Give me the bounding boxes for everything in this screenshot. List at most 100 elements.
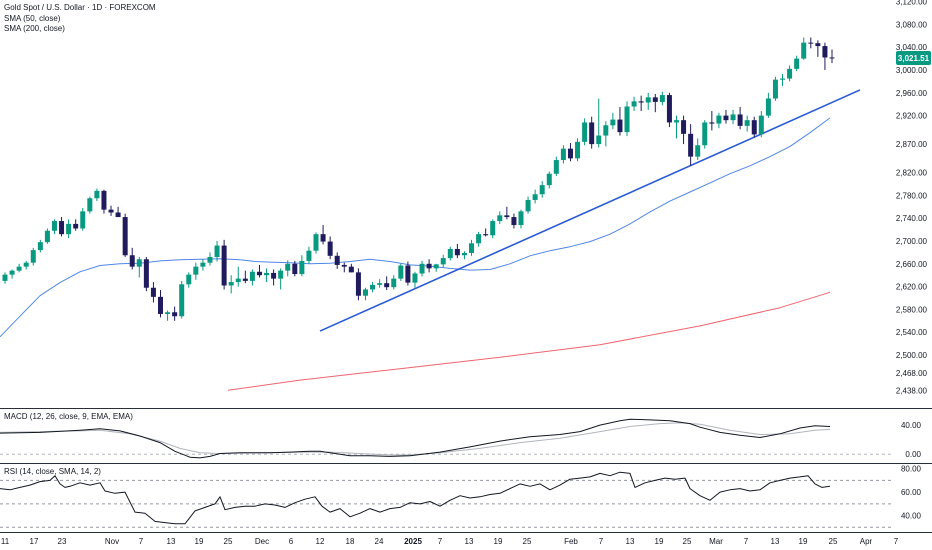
price-tick-label: 2,438.00 (896, 386, 928, 395)
candle-body (23, 262, 29, 267)
time-tick-label: 18 (346, 537, 355, 546)
candle (751, 116, 757, 138)
candle-body (362, 289, 368, 296)
candle (23, 260, 29, 270)
candle (560, 145, 566, 164)
candle (659, 91, 665, 106)
candle-body (751, 120, 757, 135)
candle (702, 120, 708, 149)
macd-tick-label: 40.00 (901, 421, 922, 430)
macd-label[interactable]: MACD (12, 26, close, 9, EMA, EMA) (4, 412, 133, 421)
candle-body (136, 259, 142, 267)
time-tick-label: 12 (316, 537, 325, 546)
candle-body (158, 296, 164, 314)
candle-body (794, 58, 800, 69)
candle (610, 112, 616, 130)
candle-body (787, 68, 793, 79)
candle-body (511, 217, 517, 226)
candle-body (617, 119, 623, 133)
candle (292, 260, 298, 277)
time-tick-label: 7 (438, 537, 443, 546)
candle-body (567, 148, 573, 159)
candle (214, 241, 220, 262)
price-tick-label: 2,468.00 (896, 369, 928, 378)
candle (433, 263, 439, 272)
candle-body (327, 241, 333, 256)
candle-body (730, 114, 736, 121)
candle-body (469, 243, 475, 253)
candle-body (355, 272, 361, 296)
time-tick-label: 17 (30, 537, 39, 546)
candle-body (377, 283, 383, 285)
candle (518, 209, 524, 229)
time-tick-label: Dec (255, 537, 269, 546)
candle (652, 93, 658, 113)
candle (490, 219, 496, 239)
candle (780, 73, 786, 86)
candle (483, 228, 489, 237)
chart-legend: Gold Spot / U.S. Dollar · 1D · FOREXCOM … (4, 3, 156, 35)
candle (51, 219, 57, 235)
candle-body (539, 185, 545, 195)
candle-body (129, 255, 135, 267)
candle-body (645, 97, 651, 103)
candle (695, 138, 701, 161)
candle-body (419, 263, 425, 274)
macd-signal-line (0, 422, 831, 456)
candle-body (546, 173, 552, 186)
candle-body (688, 133, 694, 157)
candle (582, 118, 588, 146)
candle-body (666, 95, 672, 123)
last-price-value: 3,021.51 (898, 54, 930, 63)
candle (242, 270, 248, 284)
candle (412, 271, 418, 288)
candle (723, 109, 729, 124)
candle-body (673, 120, 679, 123)
price-tick-label: 2,820.00 (896, 169, 928, 178)
candle-body (426, 263, 432, 269)
candle-body (461, 252, 467, 256)
candle-body (313, 234, 319, 251)
candle-body (242, 278, 248, 281)
symbol-title[interactable]: Gold Spot / U.S. Dollar · 1D · FOREXCOM (4, 3, 156, 12)
candle (200, 259, 206, 271)
price-tick-label: 3,040.00 (896, 43, 928, 52)
price-tick-label: 2,920.00 (896, 112, 928, 121)
candle (525, 196, 531, 214)
candle (306, 246, 312, 264)
candle-body (334, 255, 340, 265)
sma50-legend[interactable]: SMA (50, close) (4, 13, 61, 23)
rsi-label[interactable]: RSI (14, close, SMA, 14, 2) (4, 467, 101, 476)
price-tick-label: 2,780.00 (896, 191, 928, 200)
candle-body (765, 98, 771, 116)
candle (108, 205, 114, 216)
candle (681, 115, 687, 145)
candle (271, 269, 277, 286)
candle-body (207, 256, 213, 263)
candle-body (716, 115, 722, 124)
price-tick-label: 3,000.00 (896, 66, 928, 75)
candle (37, 239, 43, 253)
candle (589, 116, 595, 149)
candle (405, 261, 411, 286)
candle-body (518, 211, 524, 226)
candle-body (553, 160, 559, 174)
candle (447, 246, 453, 261)
support-trendline (319, 89, 861, 332)
candle (617, 107, 623, 136)
candle (348, 263, 354, 273)
price-tick-label: 3,120.00 (896, 0, 928, 7)
time-tick-label: Mar (709, 537, 723, 546)
candle (532, 189, 538, 204)
candle (59, 217, 65, 237)
candle (334, 252, 340, 269)
sma200-legend[interactable]: SMA (200, close) (4, 24, 65, 33)
candle (631, 96, 637, 112)
candle (384, 276, 390, 291)
candle (370, 282, 376, 293)
candle (44, 228, 50, 244)
candle (603, 121, 609, 147)
candle (172, 306, 178, 321)
candle-body (822, 46, 828, 58)
